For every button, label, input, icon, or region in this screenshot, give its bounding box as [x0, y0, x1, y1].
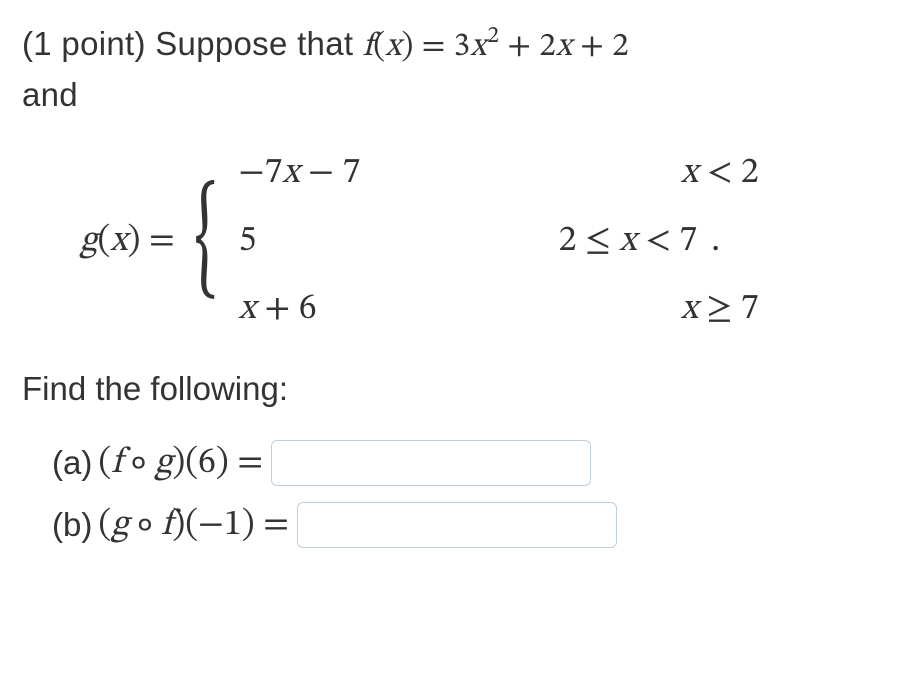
f-definition: f(x) = 3x2 + 2x + 2 — [363, 30, 629, 63]
problem-statement: (1 point) Suppose that f(x) = 3x2 + 2x +… — [22, 20, 893, 119]
case-cond: x ≥ 7 — [559, 283, 759, 335]
g-definition: g(x) = { −7x − 7 x < 2 5 2 ≤ x < 7 . x +… — [80, 147, 893, 336]
points-prefix: (1 point) Suppose that — [22, 25, 363, 62]
find-following-text: Find the following: — [22, 365, 893, 413]
question-parts: (a) (f ∘ g)(6) = (b) (g ∘ f)(−1) = — [52, 437, 893, 551]
left-brace-icon: { — [194, 193, 217, 289]
case-expr: −7x − 7 — [239, 147, 429, 199]
case-expr: x + 6 — [239, 283, 429, 335]
part-a-expression: (f ∘ g)(6) = — [98, 437, 263, 489]
part-b-label: (b) — [52, 501, 92, 549]
part-b-expression: (g ∘ f)(−1) = — [98, 499, 289, 551]
case-cond: x < 2 — [559, 147, 759, 199]
and-text: and — [22, 76, 78, 113]
piecewise-period: . — [711, 215, 720, 267]
g-lhs: g(x) = — [80, 215, 175, 267]
case-expr: 5 — [239, 215, 429, 267]
case-cond: 2 ≤ x < 7 — [559, 215, 698, 267]
piecewise-cases: −7x − 7 x < 2 5 2 ≤ x < 7 . x + 6 x ≥ 7 — [239, 147, 759, 336]
answer-input-a[interactable] — [271, 440, 591, 486]
answer-input-b[interactable] — [297, 502, 617, 548]
part-a-label: (a) — [52, 439, 92, 487]
part-a: (a) (f ∘ g)(6) = — [52, 437, 893, 489]
part-b: (b) (g ∘ f)(−1) = — [52, 499, 893, 551]
